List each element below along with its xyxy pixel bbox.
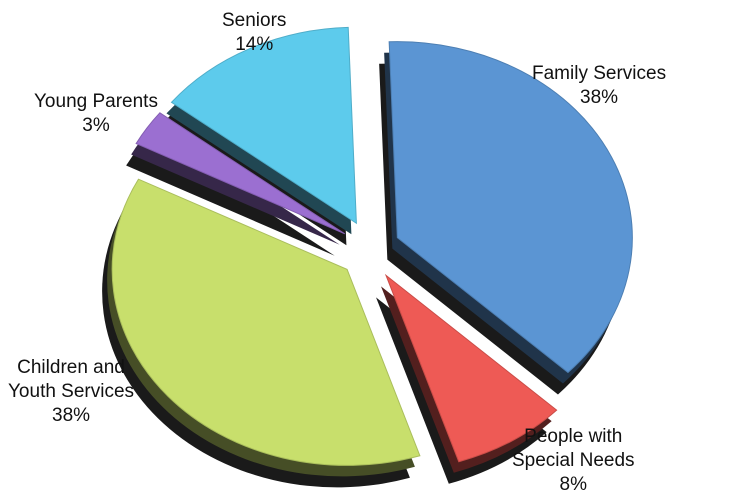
slice-label-text: Special Needs	[512, 450, 635, 471]
slice-label-text: Young Parents	[34, 91, 158, 112]
slice-label-people-with-special-needs: People with Special Needs 8%	[512, 425, 635, 497]
slice-percent: 38%	[580, 87, 619, 108]
slice-label-seniors: Seniors 14%	[222, 9, 286, 57]
pie-slice-seniors	[170, 26, 357, 225]
slice-label-text: Children and	[17, 357, 125, 378]
slice-percent: 3%	[82, 115, 110, 136]
slice-percent: 38%	[52, 405, 91, 426]
slice-label-text: People with	[524, 426, 623, 447]
pie-slice-young-parents	[135, 112, 346, 235]
slice-percent: 8%	[559, 474, 587, 495]
slice-label-young-parents: Young Parents 3%	[34, 90, 158, 138]
slice-label-text: Seniors	[222, 10, 287, 31]
slice-percent: 14%	[235, 34, 274, 55]
slice-label-text: Family Services	[532, 63, 667, 84]
pie-slice-children-and-youth-services	[111, 178, 421, 466]
slice-label-children-and-youth-services: Children and Youth Services 38%	[8, 356, 134, 428]
slice-label-text: Youth Services	[8, 381, 135, 402]
slice-label-family-services: Family Services 38%	[532, 62, 666, 110]
pie-slice-family-services	[388, 41, 633, 374]
pie-slice-people-with-special-needs	[384, 273, 558, 463]
